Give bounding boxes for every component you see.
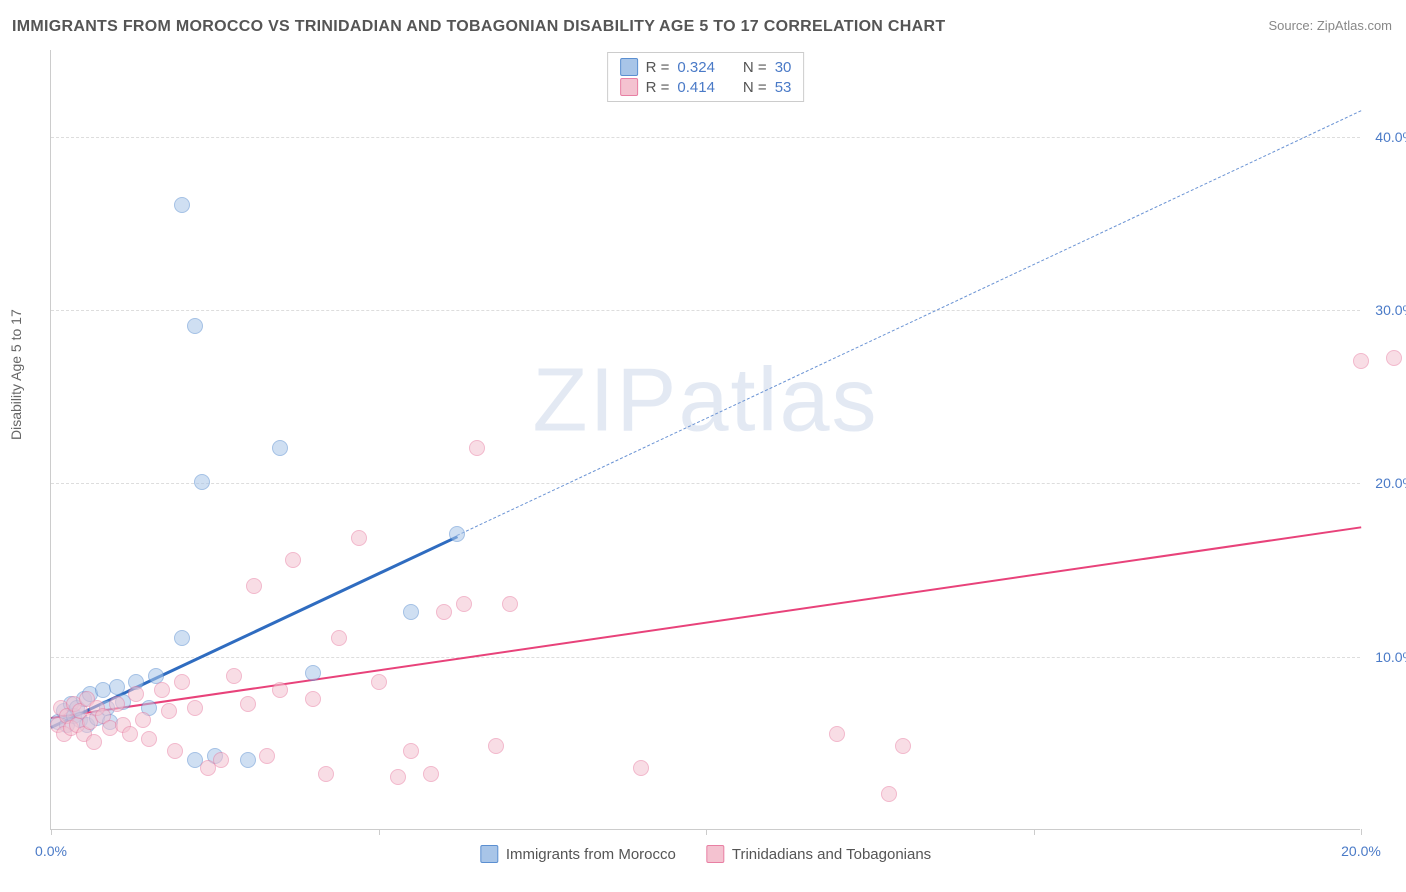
data-point [371, 674, 387, 690]
data-point [449, 526, 465, 542]
legend-n-value: 30 [775, 59, 792, 76]
legend-n-label: N = [743, 79, 767, 96]
source-label: Source: ZipAtlas.com [1268, 18, 1392, 33]
data-point [167, 743, 183, 759]
data-point [272, 682, 288, 698]
y-tick-label: 30.0% [1365, 302, 1406, 318]
data-point [469, 440, 485, 456]
data-point [174, 674, 190, 690]
data-point [122, 726, 138, 742]
data-point [390, 769, 406, 785]
y-tick-label: 40.0% [1365, 129, 1406, 145]
chart-title: IMMIGRANTS FROM MOROCCO VS TRINIDADIAN A… [12, 18, 945, 36]
data-point [259, 748, 275, 764]
data-point [213, 752, 229, 768]
legend-n-label: N = [743, 59, 767, 76]
data-point [285, 552, 301, 568]
watermark: ZIPatlas [532, 349, 878, 452]
data-point [161, 703, 177, 719]
plot-area: ZIPatlas R =0.324N =30R =0.414N =53 Immi… [50, 50, 1360, 830]
gridline [51, 310, 1360, 311]
legend-n-value: 53 [775, 79, 792, 96]
legend-series-item: Trinidadians and Tobagonians [706, 845, 931, 863]
y-tick-label: 10.0% [1365, 649, 1406, 665]
data-point [1353, 353, 1369, 369]
data-point [174, 630, 190, 646]
data-point [305, 691, 321, 707]
legend-r-label: R = [646, 59, 670, 76]
data-point [174, 197, 190, 213]
data-point [829, 726, 845, 742]
data-point [1386, 350, 1402, 366]
data-point [154, 682, 170, 698]
data-point [246, 578, 262, 594]
data-point [331, 630, 347, 646]
data-point [226, 668, 242, 684]
x-tick [1361, 829, 1362, 835]
legend-correlation: R = 0.324 N = 30 R = 0.414 N = 53 [607, 52, 805, 102]
x-tick-label: 0.0% [35, 843, 67, 859]
data-point [240, 752, 256, 768]
data-point [141, 731, 157, 747]
data-point [318, 766, 334, 782]
y-axis-label: Disability Age 5 to 17 [8, 309, 24, 440]
data-point [187, 700, 203, 716]
trend-line [457, 111, 1361, 537]
data-point [502, 596, 518, 612]
gridline [51, 137, 1360, 138]
legend-swatch [480, 845, 498, 863]
data-point [895, 738, 911, 754]
legend-swatch [706, 845, 724, 863]
data-point [633, 760, 649, 776]
data-point [194, 474, 210, 490]
x-tick-label: 20.0% [1341, 843, 1381, 859]
data-point [488, 738, 504, 754]
legend-row: R = 0.324 N = 30 [620, 57, 792, 77]
data-point [135, 712, 151, 728]
data-point [436, 604, 452, 620]
x-tick [706, 829, 707, 835]
gridline [51, 657, 1360, 658]
y-tick-label: 20.0% [1365, 475, 1406, 491]
legend-r-value: 0.414 [677, 79, 715, 96]
data-point [109, 696, 125, 712]
data-point [240, 696, 256, 712]
legend-swatch [620, 78, 638, 96]
x-tick [51, 829, 52, 835]
legend-series-label: Trinidadians and Tobagonians [732, 846, 931, 863]
data-point [272, 440, 288, 456]
data-point [305, 665, 321, 681]
legend-series: Immigrants from Morocco Trinidadians and … [480, 845, 931, 863]
data-point [86, 734, 102, 750]
legend-series-item: Immigrants from Morocco [480, 845, 676, 863]
data-point [187, 318, 203, 334]
legend-swatch [620, 58, 638, 76]
data-point [351, 530, 367, 546]
data-point [403, 743, 419, 759]
x-tick [379, 829, 380, 835]
legend-r-label: R = [646, 79, 670, 96]
legend-r-value: 0.324 [677, 59, 715, 76]
data-point [128, 686, 144, 702]
trend-line [51, 527, 1361, 720]
gridline [51, 483, 1360, 484]
x-tick [1034, 829, 1035, 835]
chart-container: IMMIGRANTS FROM MOROCCO VS TRINIDADIAN A… [0, 0, 1406, 892]
data-point [423, 766, 439, 782]
data-point [456, 596, 472, 612]
legend-series-label: Immigrants from Morocco [506, 846, 676, 863]
data-point [881, 786, 897, 802]
data-point [403, 604, 419, 620]
data-point [109, 679, 125, 695]
legend-row: R = 0.414 N = 53 [620, 77, 792, 97]
